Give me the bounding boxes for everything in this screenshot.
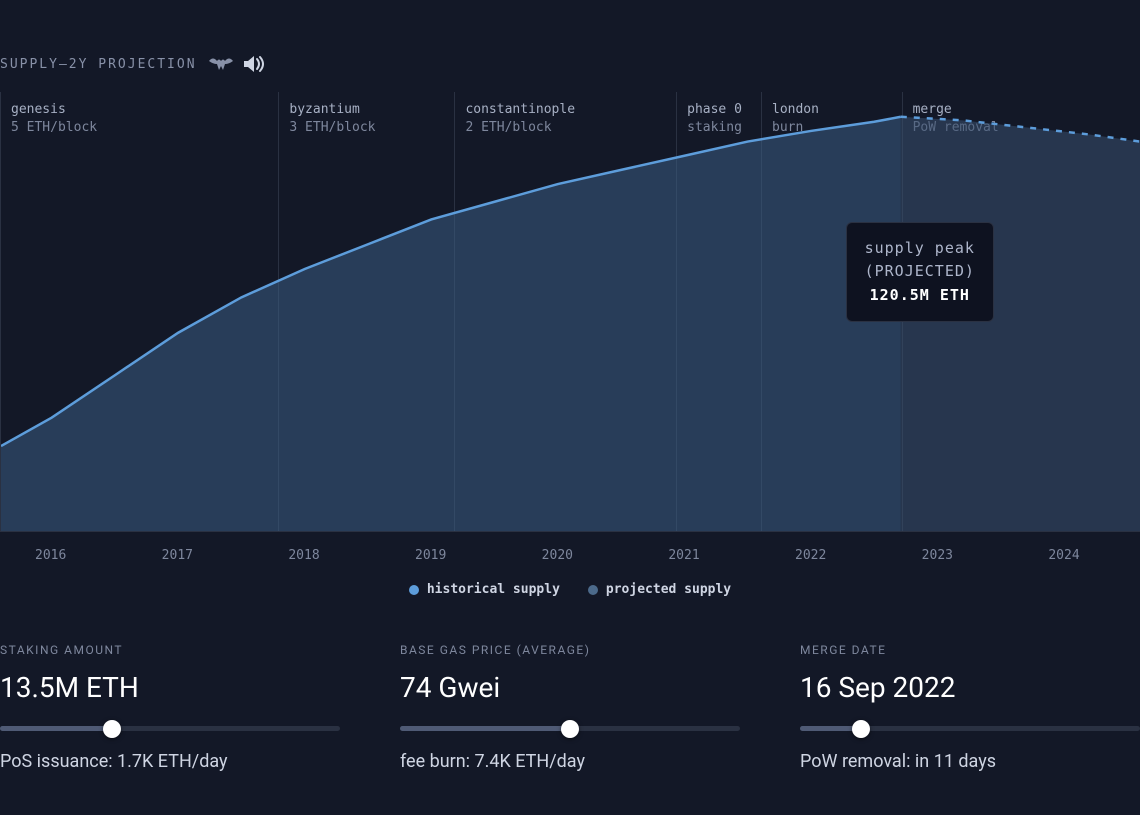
merge-control: MERGE DATE 16 Sep 2022 PoW removal: in 1…: [800, 643, 1140, 772]
staking-control: STAKING AMOUNT 13.5M ETH PoS issuance: 1…: [0, 643, 340, 772]
x-tick: 2016: [35, 548, 66, 563]
x-tick: 2021: [668, 548, 699, 563]
merge-value: 16 Sep 2022: [800, 671, 1140, 704]
speaker-icon[interactable]: [241, 54, 265, 74]
tooltip-value: 120.5M ETH: [865, 284, 975, 307]
staking-slider[interactable]: [0, 726, 340, 731]
chart-legend: historical supply projected supply: [0, 582, 1140, 597]
tooltip-line1: supply peak: [865, 237, 975, 260]
x-tick: 2017: [162, 548, 193, 563]
x-tick: 2020: [542, 548, 573, 563]
merge-slider-thumb[interactable]: [852, 720, 870, 738]
gas-slider[interactable]: [400, 726, 740, 731]
page-title: SUPPLY—2Y PROJECTION: [0, 57, 197, 72]
merge-slider[interactable]: [800, 726, 1140, 731]
legend-historical: historical supply: [409, 582, 560, 597]
legend-projected: projected supply: [588, 582, 731, 597]
gas-control: BASE GAS PRICE (AVERAGE) 74 Gwei fee bur…: [400, 643, 740, 772]
staking-value: 13.5M ETH: [0, 671, 340, 704]
gas-value: 74 Gwei: [400, 671, 740, 704]
staking-slider-thumb[interactable]: [103, 720, 121, 738]
x-axis-labels: 2016 2017 2018 2019 2020 2021 2022 2023 2024: [0, 538, 1140, 574]
x-tick: 2022: [795, 548, 826, 563]
controls-row: STAKING AMOUNT 13.5M ETH PoS issuance: 1…: [0, 643, 1140, 772]
peak-tooltip: supply peak (PROJECTED) 120.5M ETH: [846, 222, 994, 322]
x-tick: 2023: [922, 548, 953, 563]
gas-slider-thumb[interactable]: [561, 720, 579, 738]
x-tick: 2019: [415, 548, 446, 563]
gas-caption: fee burn: 7.4K ETH/day: [400, 751, 740, 772]
x-tick: 2018: [288, 548, 319, 563]
staking-caption: PoS issuance: 1.7K ETH/day: [0, 751, 340, 772]
staking-label: STAKING AMOUNT: [0, 643, 340, 657]
tooltip-line2: (PROJECTED): [865, 260, 975, 283]
x-tick: 2024: [1048, 548, 1079, 563]
page-header: SUPPLY—2Y PROJECTION: [0, 0, 1140, 92]
merge-label: MERGE DATE: [800, 643, 1140, 657]
gas-label: BASE GAS PRICE (AVERAGE): [400, 643, 740, 657]
merge-caption: PoW removal: in 11 days: [800, 751, 1140, 772]
bat-icon: [207, 54, 235, 74]
supply-chart: genesis 5 ETH/blockbyzantium 3 ETH/block…: [0, 92, 1140, 532]
